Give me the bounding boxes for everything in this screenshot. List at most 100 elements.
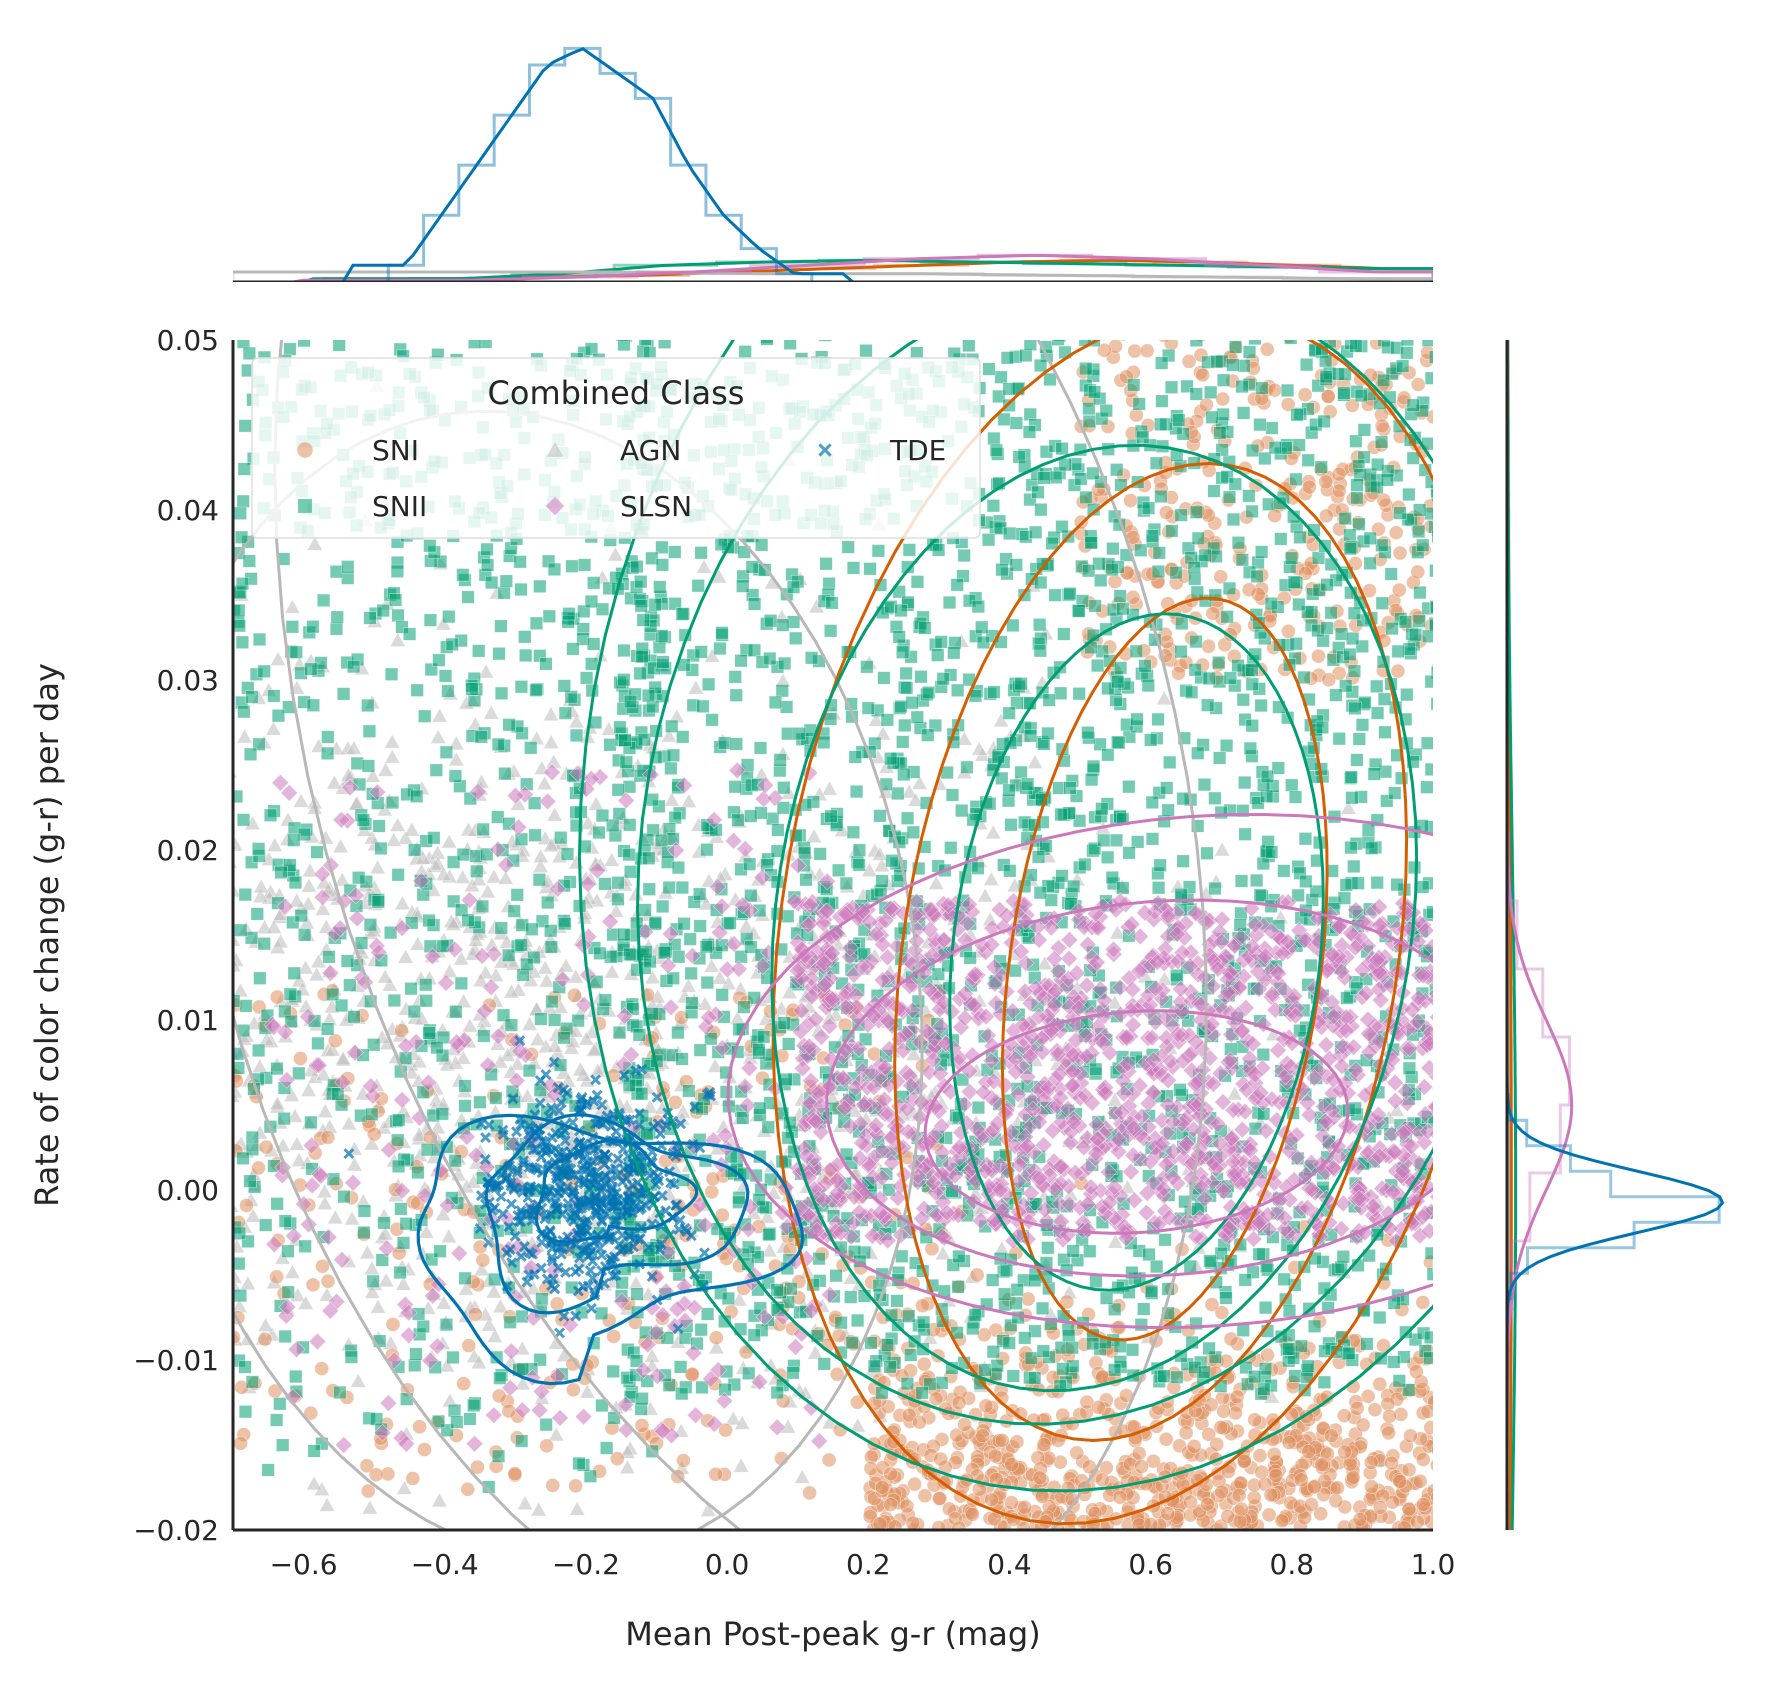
scatter-point [1063,587,1077,601]
scatter-point [942,595,957,610]
scatter-point [233,1226,247,1240]
scatter-point [934,1245,952,1261]
scatter-point [431,707,448,723]
scatter-point [1450,1129,1465,1143]
scatter-point [700,975,714,990]
scatter-point [1329,318,1343,332]
scatter-point [1337,304,1350,317]
scatter-point [1095,1472,1110,1488]
scatter-point [748,597,762,611]
scatter-point [883,301,896,314]
scatter-point [624,865,638,879]
scatter-point [423,613,438,627]
scatter-point [902,1309,916,1323]
scatter-point [595,602,610,616]
scatter-point [1453,1438,1467,1452]
scatter-point [1318,474,1334,490]
scatter-point [900,811,915,825]
scatter-point [1337,1444,1352,1460]
scatter-point [1267,382,1283,398]
scatter-point [1451,1462,1465,1476]
scatter-point [1462,880,1475,893]
scatter-point [1454,1426,1468,1440]
scatter-point [1392,1474,1408,1489]
scatter-point [1449,504,1462,517]
scatter-point [485,868,503,884]
scatter-point [662,880,676,895]
scatter-point [516,1495,534,1510]
scatter-point [548,1426,565,1442]
scatter-point [318,1286,336,1302]
scatter-point [1019,348,1033,363]
scatter-point [1435,1465,1449,1479]
scatter-point [1384,567,1398,581]
scatter-point [542,734,560,749]
scatter-point [935,1376,949,1390]
scatter-point [467,931,485,947]
scatter-point [1455,1499,1469,1513]
scatter-point [1079,361,1093,376]
scatter-point [1307,1319,1322,1333]
scatter-point [1134,543,1148,557]
scatter-point [549,1296,565,1312]
scatter-point [485,1283,503,1299]
scatter-point [1139,343,1155,359]
scatter-point [603,738,617,752]
scatter-point [499,1046,516,1062]
scatter-point [912,1414,927,1430]
scatter-point [1042,693,1056,707]
scatter-point [802,1485,817,1501]
scatter-point [1319,370,1333,384]
scatter-point [324,1041,341,1057]
scatter-point [732,1457,750,1473]
scatter-point [1350,753,1364,767]
scatter-point [429,729,447,744]
scatter-point [1000,351,1015,365]
scatter-point [687,679,705,695]
scatter-point [1437,390,1450,403]
scatter-point [753,741,768,755]
scatter-point [962,340,976,353]
scatter-point [1449,1284,1462,1297]
scatter-point [1440,317,1454,331]
scatter-point [410,683,424,697]
scatter-point [330,610,344,624]
scatter-point [532,848,549,863]
scatter-point [971,861,985,875]
scatter-point [1123,493,1138,508]
scatter-point [567,987,582,1003]
scatter-point [672,950,686,964]
scatter-point [916,1356,932,1372]
scatter-point [266,837,283,852]
scatter-point [528,796,542,810]
scatter-point [456,1376,471,1391]
scatter-point [780,700,794,714]
scatter-point [1236,1323,1250,1337]
scatter-point [422,1026,436,1040]
scatter-point [894,699,908,714]
scatter-point [1039,839,1053,853]
scatter-point [1054,686,1068,700]
scatter-point [1036,1437,1052,1452]
scatter-point [445,916,462,931]
scatter-point [1154,417,1168,431]
scatter-point [377,761,394,777]
scatter-point [270,1197,284,1211]
scatter-point [1022,312,1035,325]
scatter-point [235,635,249,649]
scatter-point [1437,865,1450,878]
scatter-point [233,1201,240,1213]
scatter-point [1379,302,1393,316]
scatter-point [893,340,907,341]
scatter-point [680,977,697,993]
scatter-point [203,1298,218,1312]
scatter-point [905,1046,922,1061]
scatter-point [704,1184,720,1200]
scatter-point [363,829,381,845]
scatter-point [1213,1420,1229,1435]
scatter-point [1208,881,1222,896]
scatter-point [1434,1342,1448,1356]
scatter-point [905,1515,921,1530]
scatter-point [334,871,351,887]
scatter-point [1266,1447,1282,1462]
